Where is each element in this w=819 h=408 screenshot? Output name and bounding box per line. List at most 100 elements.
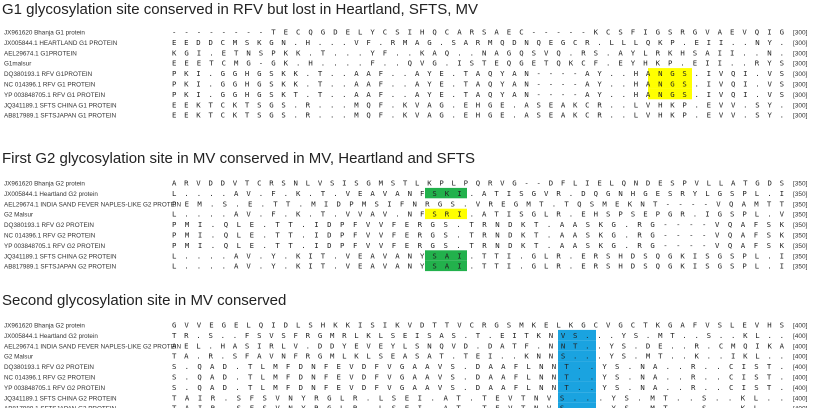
- sequence: S . Q A D . T L M F D N F E V D F V G A …: [172, 362, 784, 371]
- sequence: E E K T C K T S G S . R . . . M Q F . K …: [172, 100, 784, 109]
- sequence: S . Q A D . T L M F D N F E V D F V G A …: [172, 373, 784, 382]
- sequence: L . . . . A V . F . K . T . V E A V A N …: [172, 189, 784, 198]
- sequence-name: YP 003848705.1 RFV G2 PROTEIN: [4, 243, 105, 250]
- position: [350]: [793, 233, 808, 240]
- sequence-name: AB817989.1 SFTSJAPAN G2 PROTEIN: [4, 406, 117, 408]
- sequence: T A . R . S F A V N F R G M L K L S E A …: [172, 352, 784, 361]
- sequence: E E D D C M S K G N . H . . . V F . R M …: [172, 38, 784, 47]
- position: [400]: [793, 375, 808, 382]
- position: [350]: [793, 243, 808, 250]
- sequence-name: JX005844.1 Heartland G2 protein: [4, 333, 98, 340]
- highlights: [425, 68, 692, 408]
- sequence: P M I . Q L E . T T . I D P F V V F E R …: [172, 241, 785, 250]
- sequence: A E L . H A S I R L V . D D Y E V E Y L …: [172, 341, 785, 350]
- sequence-name: YP 003848705.1 RFV G2 PROTEIN: [4, 385, 105, 392]
- sequence-name: JX005844.1 Heartland G2 protein: [4, 191, 98, 198]
- position: [350]: [793, 264, 808, 271]
- position: [300]: [793, 71, 808, 78]
- sequence: P K I . G G H G S K K . T . . A A F . . …: [172, 80, 784, 89]
- site-highlight: [558, 350, 596, 362]
- sequence-name: JQ341189.1 SFTS CHINA G1 PROTEIN: [4, 102, 117, 109]
- position: [400]: [793, 364, 808, 371]
- site-highlight: [425, 260, 467, 272]
- sequence: P K I . G G H G S K T . T . . A A F . . …: [172, 90, 784, 99]
- position: [400]: [793, 385, 808, 392]
- site-highlight: [558, 392, 596, 403]
- position: [300]: [793, 92, 808, 99]
- sequence-name: NC 014396.1 RFV G2 PROTEIN: [4, 375, 96, 382]
- position: [400]: [793, 333, 808, 340]
- site-highlight: [648, 68, 692, 79]
- sequence-name: DQ380193.1 RFV G1PROTEIN: [4, 71, 93, 78]
- position: [350]: [793, 201, 808, 208]
- position: [400]: [793, 406, 808, 408]
- site-highlight: [558, 402, 596, 408]
- site-highlight: [648, 88, 692, 100]
- sequence-name: NC 014396.1 RFV G1 PROTEIN: [4, 82, 96, 89]
- sequence: A R V D D V T C R S N L V S I S G M S T …: [172, 179, 784, 188]
- site-highlight: [648, 78, 692, 89]
- sequence: G V V E G E L Q I D L S H K K I S I K V …: [172, 321, 784, 330]
- position: [300]: [793, 113, 808, 120]
- position: [300]: [793, 102, 808, 109]
- position: [300]: [793, 30, 808, 37]
- sequence: E E K T C K T S G S . R . . . M Q F . K …: [172, 111, 784, 120]
- sequence-name: AB817989.1 SFTSJAPAN G2 PROTEIN: [4, 264, 117, 271]
- sequence-name: AEL29674.1 G1PROTEIN: [4, 50, 77, 57]
- sequence: P M I . Q L E . T T . I D P F V V F E R …: [172, 231, 785, 240]
- panel-title: First G2 glycosylation site in MV conser…: [2, 150, 475, 167]
- sequence-name: JX005844.1 HEARTLAND G1 PROTEIN: [4, 40, 118, 47]
- sequence-name: NC 014396.1 RFV G2 PROTEIN: [4, 233, 96, 240]
- sequence-name: G2 Malsur: [4, 212, 33, 219]
- position: [400]: [793, 354, 808, 361]
- sequence: T A I R . S F S V N Y R G L R . L S E I …: [172, 393, 784, 402]
- sequence-name: YP 003848705.1 RFV G1 PROTEIN: [4, 92, 105, 99]
- sequence: S . Q A D . T L M F D N F E V D F V G A …: [172, 383, 784, 392]
- position: [350]: [793, 253, 808, 260]
- position: [400]: [793, 323, 808, 330]
- sequence: E E E T C M G - G K . H . . . . F . . Q …: [172, 59, 784, 68]
- sequence: T A I R . S F S V N Y R G L R . L S E I …: [172, 404, 784, 408]
- position: [300]: [793, 50, 808, 57]
- sequence-name: JX961620 Bhanja G1 protein: [4, 30, 85, 37]
- site-highlight: [558, 381, 596, 393]
- sequence-name: JX961620 Bhanja G2 protein: [4, 181, 85, 188]
- position: [350]: [793, 222, 808, 229]
- site-highlight: [558, 371, 596, 382]
- sequence-name: DQ380193.1 RFV G2 PROTEIN: [4, 364, 94, 371]
- sequence-name: JQ341189.1 SFTS CHINA G2 PROTEIN: [4, 253, 117, 260]
- sequence: K G I . E T N S P K K . T . . . Y F . . …: [172, 48, 784, 57]
- site-highlight: [558, 329, 596, 341]
- sequence: T R . S . . F S V S F R G M R L K L S E …: [172, 331, 784, 340]
- sequence-name: AEL29674.1 INDIA SAND FEVER NAPLES-LIKE …: [4, 343, 182, 350]
- position: [350]: [793, 181, 808, 188]
- sequence: - - - - - - - - T E C Q G D E L Y C S I …: [172, 28, 784, 37]
- sequence: L . . . . A V . Y . K I T . V E A V A N …: [172, 262, 784, 271]
- sequence: P K I . G G H G S K K . T . . A A F . . …: [172, 69, 784, 78]
- site-highlight: [425, 208, 467, 220]
- site-highlight: [425, 250, 467, 261]
- sequence: P E M . S . E . T T . M I D P M S I F N …: [172, 199, 785, 208]
- position: [400]: [793, 343, 808, 350]
- site-highlight: [558, 340, 596, 351]
- sequence-name: AEL29674.1 INDIA SAND FEVER NAPLES-LIKE …: [4, 201, 182, 208]
- panel-title: G1 glycosylation site conserved in RFV b…: [2, 1, 478, 18]
- sequence-name: AB817989.1 SFTSJAPAN G1 PROTEIN: [4, 113, 117, 120]
- sequence: P M I . Q L E . T T . I D P F V V F E R …: [172, 220, 785, 229]
- position: [300]: [793, 82, 808, 89]
- sequence: L . . . . A V . F . K . T . V V A V . N …: [172, 210, 785, 219]
- sequence-name: JQ341189.1 SFTS CHINA G2 PROTEIN: [4, 395, 117, 402]
- panel-title: Second glycosylation site in MV conserve…: [2, 292, 286, 309]
- position: [400]: [793, 395, 808, 402]
- position: [300]: [793, 40, 808, 47]
- sequence-name: DQ380193.1 RFV G2 PROTEIN: [4, 222, 94, 229]
- sequence-name: G2 Malsur: [4, 354, 33, 361]
- site-highlight: [425, 187, 467, 199]
- site-highlight: [558, 361, 596, 372]
- position: [350]: [793, 191, 808, 198]
- sequence: L . . . . A V . Y . K I T . V E A V A N …: [172, 251, 784, 260]
- sequence-name: G1malsur: [4, 61, 31, 68]
- position: [300]: [793, 61, 808, 68]
- position: [350]: [793, 212, 808, 219]
